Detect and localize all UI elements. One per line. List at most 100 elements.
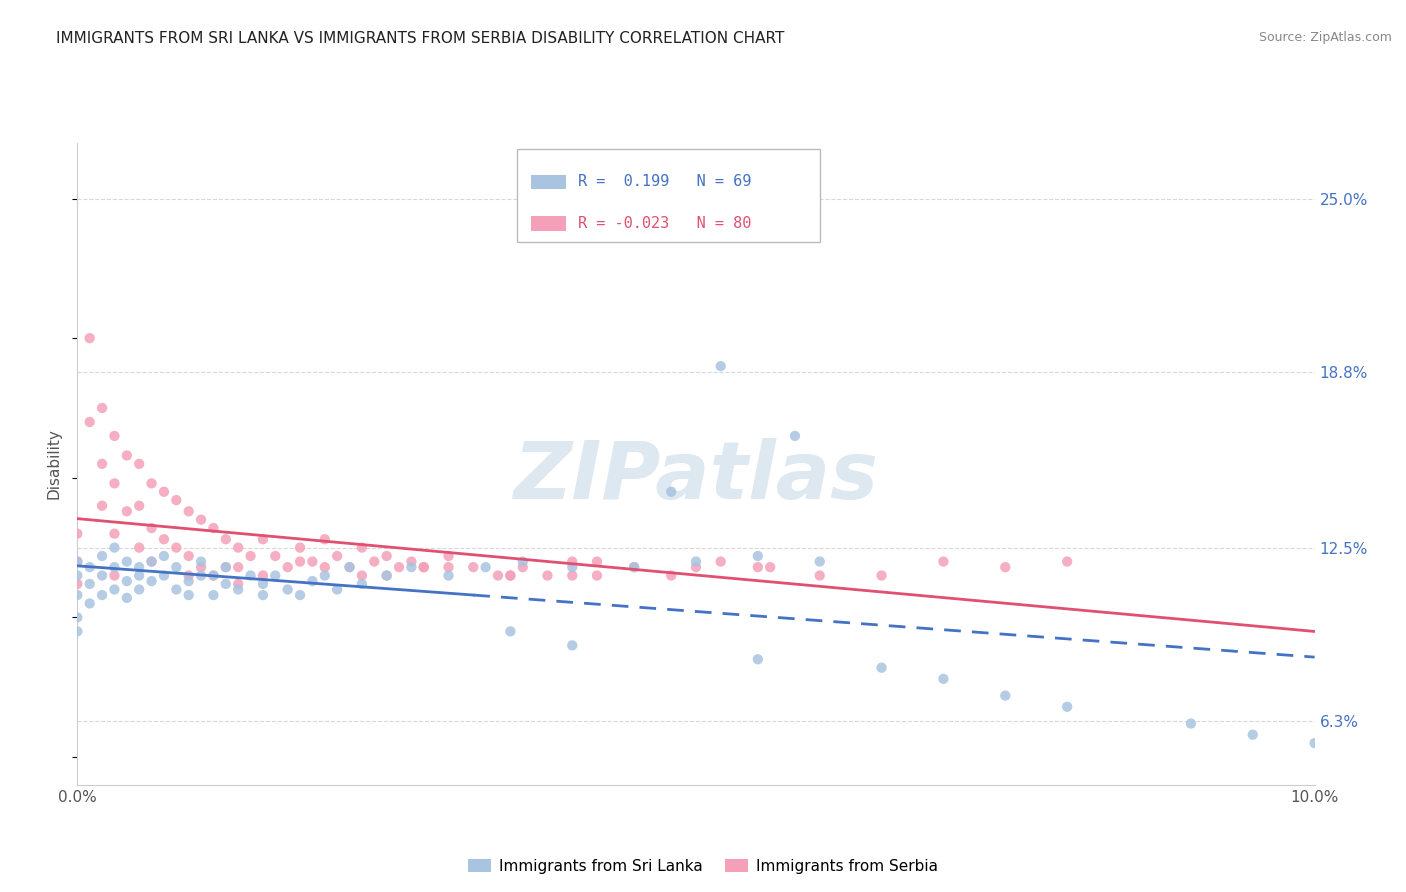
- Point: [165, 582, 187, 597]
- Point: [586, 555, 609, 569]
- Point: [66, 577, 89, 591]
- Point: [288, 541, 311, 555]
- Point: [932, 555, 955, 569]
- Point: [66, 526, 89, 541]
- Point: [153, 484, 176, 499]
- Point: [339, 560, 361, 574]
- Point: [388, 560, 411, 574]
- Text: R = -0.023   N = 80: R = -0.023 N = 80: [578, 216, 752, 231]
- Point: [463, 560, 485, 574]
- Point: [177, 588, 200, 602]
- Point: [486, 568, 509, 582]
- Point: [375, 568, 398, 582]
- Point: [128, 568, 150, 582]
- Point: [710, 555, 733, 569]
- Point: [994, 560, 1017, 574]
- Point: [277, 582, 299, 597]
- Point: [301, 555, 323, 569]
- Point: [91, 401, 114, 415]
- Point: [314, 560, 336, 574]
- Point: [314, 533, 336, 547]
- Point: [115, 591, 138, 605]
- Point: [153, 568, 176, 582]
- Point: [103, 568, 125, 582]
- Point: [115, 555, 138, 569]
- Point: [103, 476, 125, 491]
- Point: [115, 504, 138, 518]
- Point: [437, 560, 460, 574]
- Point: [190, 513, 212, 527]
- Point: [177, 568, 200, 582]
- Point: [103, 582, 125, 597]
- Point: [79, 560, 101, 574]
- Point: [499, 568, 522, 582]
- Point: [401, 560, 423, 574]
- Point: [375, 549, 398, 563]
- Point: [659, 484, 682, 499]
- Point: [710, 359, 733, 373]
- Point: [288, 555, 311, 569]
- Point: [350, 568, 373, 582]
- Point: [128, 560, 150, 574]
- Point: [561, 555, 583, 569]
- Point: [870, 568, 893, 582]
- Point: [141, 574, 163, 588]
- Point: [79, 415, 101, 429]
- Point: [339, 560, 361, 574]
- Point: [252, 588, 274, 602]
- Point: [226, 582, 249, 597]
- Point: [141, 555, 163, 569]
- Point: [437, 568, 460, 582]
- Point: [277, 560, 299, 574]
- Point: [1241, 728, 1264, 742]
- Point: [128, 541, 150, 555]
- Point: [103, 429, 125, 443]
- Point: [226, 577, 249, 591]
- Point: [499, 568, 522, 582]
- Point: [363, 555, 385, 569]
- Point: [808, 555, 831, 569]
- Point: [685, 560, 707, 574]
- Point: [153, 549, 176, 563]
- Point: [115, 449, 138, 463]
- Point: [177, 504, 200, 518]
- Point: [141, 521, 163, 535]
- Text: ZIPatlas: ZIPatlas: [513, 438, 879, 516]
- Text: Source: ZipAtlas.com: Source: ZipAtlas.com: [1258, 31, 1392, 45]
- Point: [153, 533, 176, 547]
- Point: [252, 577, 274, 591]
- Point: [326, 582, 349, 597]
- Point: [91, 568, 114, 582]
- Point: [326, 549, 349, 563]
- Point: [66, 568, 89, 582]
- Point: [202, 521, 225, 535]
- Point: [747, 549, 769, 563]
- Point: [165, 560, 187, 574]
- Point: [141, 555, 163, 569]
- Y-axis label: Disability: Disability: [46, 428, 62, 500]
- Point: [808, 568, 831, 582]
- Point: [239, 568, 262, 582]
- Point: [1303, 736, 1326, 750]
- Point: [190, 555, 212, 569]
- Point: [474, 560, 496, 574]
- FancyBboxPatch shape: [516, 149, 820, 243]
- Point: [350, 577, 373, 591]
- Point: [870, 661, 893, 675]
- Point: [1056, 555, 1078, 569]
- Point: [252, 533, 274, 547]
- Point: [932, 672, 955, 686]
- Point: [165, 493, 187, 508]
- FancyBboxPatch shape: [531, 175, 567, 189]
- Point: [103, 560, 125, 574]
- Point: [623, 560, 645, 574]
- Point: [747, 560, 769, 574]
- Point: [252, 568, 274, 582]
- Point: [747, 652, 769, 666]
- Point: [586, 568, 609, 582]
- Point: [103, 541, 125, 555]
- Point: [1056, 699, 1078, 714]
- Legend: Immigrants from Sri Lanka, Immigrants from Serbia: Immigrants from Sri Lanka, Immigrants fr…: [463, 853, 943, 880]
- Point: [202, 568, 225, 582]
- Point: [202, 588, 225, 602]
